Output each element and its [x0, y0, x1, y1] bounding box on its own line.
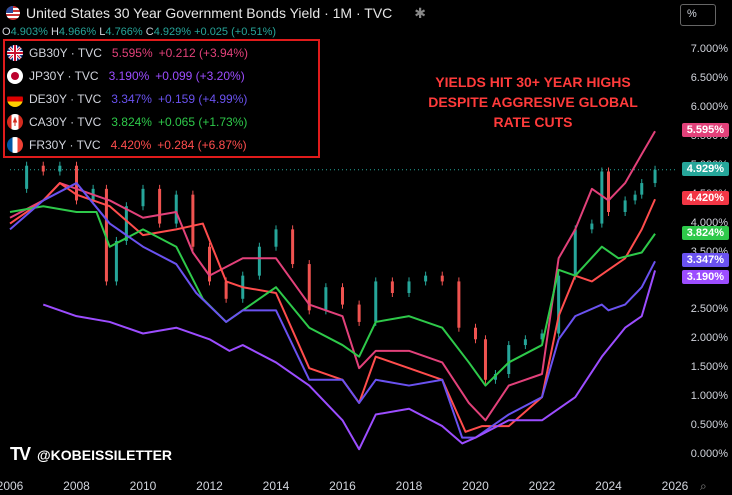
- y-tick-label: 2.000%: [690, 332, 728, 345]
- candle-body: [390, 281, 394, 293]
- legend-item-fr30y[interactable]: FR30Y · TVC 4.420% +0.284 (+6.87%): [7, 134, 247, 156]
- legend-item-gb30y[interactable]: GB30Y · TVC 5.595% +0.212 (+3.94%): [7, 42, 248, 64]
- series-line-de30y: [9, 182, 656, 439]
- x-tick-label: 2006: [0, 479, 24, 493]
- price-badge: 3.824%: [681, 225, 729, 240]
- candle-body: [158, 188, 162, 224]
- candle-body: [274, 229, 278, 247]
- candle-body: [124, 206, 128, 241]
- zoom-icon[interactable]: ⌕: [700, 479, 707, 493]
- x-tick-label: 2012: [196, 479, 223, 493]
- candle-body: [191, 194, 195, 247]
- chart-title: United States 30 Year Government Bonds Y…: [26, 5, 393, 21]
- candle-body: [114, 240, 118, 282]
- chart-header: United States 30 Year Government Bonds Y…: [6, 4, 426, 22]
- candle-body: [474, 327, 477, 340]
- candle-body: [141, 188, 145, 207]
- y-tick-label: 1.500%: [690, 361, 728, 374]
- germany-flag-icon: [7, 91, 23, 107]
- y-tick-label: 0.500%: [690, 419, 728, 432]
- candle-body: [633, 194, 637, 201]
- x-tick-label: 2018: [395, 479, 423, 493]
- candle-body: [307, 264, 311, 311]
- y-tick-label: 0.000%: [690, 448, 728, 460]
- candle-body: [291, 229, 295, 265]
- us30y-candles: [25, 161, 657, 384]
- candle-body: [457, 281, 461, 328]
- candle-body: [600, 171, 604, 224]
- y-tick-label: 6.500%: [690, 71, 728, 84]
- legend-item-ca30y[interactable]: CA30Y · TVC 3.824% +0.065 (+1.73%): [7, 111, 247, 133]
- legend-item-de30y[interactable]: DE30Y · TVC 3.347% +0.159 (+4.99%): [7, 88, 247, 110]
- y-tick-label: 2.500%: [690, 303, 728, 316]
- candle-body: [174, 194, 178, 224]
- candle-body: [483, 339, 487, 380]
- y-tick-label: 7.000%: [690, 43, 728, 55]
- legend-item-jp30y[interactable]: JP30Y · TVC 3.190% +0.099 (+3.20%): [7, 65, 245, 87]
- candle-body: [25, 165, 29, 189]
- uk-flag-icon: [7, 45, 23, 61]
- candle-body: [440, 275, 444, 282]
- ohlc-readout: O4.903% H4.966% L4.766% C4.929% +0.025 (…: [2, 26, 277, 38]
- candle-body: [374, 281, 378, 322]
- plot-area: [9, 130, 657, 451]
- candle-body: [41, 165, 45, 172]
- canada-flag-icon: [7, 114, 23, 130]
- x-tick-label: 2020: [462, 479, 489, 493]
- y-tick-label: 6.000%: [690, 100, 728, 113]
- y-tick-label: 4.000%: [690, 216, 728, 229]
- watermark-handle: @KOBEISSILETTER: [37, 446, 173, 463]
- candle-body: [557, 275, 561, 334]
- price-badge: 3.190%: [681, 270, 729, 285]
- candle-body: [523, 339, 527, 346]
- candle-body: [640, 183, 644, 195]
- legend-box: GB30Y · TVC 5.595% +0.212 (+3.94%) JP30Y…: [3, 39, 320, 158]
- candle-body: [407, 281, 411, 293]
- x-tick-label: 2010: [129, 479, 157, 493]
- x-tick-label: 2008: [63, 479, 90, 493]
- series-line-gb30y: [9, 130, 656, 422]
- price-badge: 3.347%: [681, 253, 729, 268]
- x-tick-label: 2016: [329, 479, 356, 493]
- candle-body: [623, 200, 627, 212]
- y-tick-label: 1.000%: [690, 390, 728, 403]
- candle-body: [590, 223, 594, 230]
- price-badge: 5.595%: [681, 123, 729, 138]
- x-tick-label: 2026: [661, 479, 689, 493]
- candle-body: [357, 304, 361, 322]
- price-badge: 4.929%: [681, 161, 729, 176]
- candle-body: [607, 171, 610, 212]
- series-line-jp30y: [42, 270, 657, 451]
- tradingview-logo: TV: [10, 444, 31, 464]
- candle-body: [208, 246, 211, 282]
- candle-body: [573, 229, 577, 276]
- candle-body: [424, 275, 428, 282]
- us-flag-icon: [6, 6, 20, 20]
- series-line-ca30y: [9, 205, 656, 387]
- gear-icon[interactable]: ✱: [414, 4, 427, 21]
- x-tick-label: 2022: [528, 479, 556, 493]
- x-tick-label: 2024: [595, 479, 622, 493]
- candle-body: [58, 165, 62, 172]
- candle-body: [653, 169, 657, 184]
- candle-body: [324, 287, 328, 311]
- candle-body: [540, 333, 544, 340]
- price-badge: 4.420%: [681, 191, 729, 206]
- candle-body: [341, 287, 344, 305]
- candle-body: [104, 188, 108, 282]
- x-tick-label: 2014: [262, 479, 290, 493]
- japan-flag-icon: [7, 68, 23, 84]
- series-line-fr30y: [9, 182, 656, 433]
- candle-body: [257, 246, 261, 276]
- france-flag-icon: [7, 137, 23, 153]
- watermark: TV @KOBEISSILETTER: [10, 444, 172, 465]
- candle-body: [507, 345, 511, 374]
- candle-body: [224, 281, 228, 299]
- headline-annotation: YIELDS HIT 30+ YEAR HIGHS DESPITE AGGRES…: [428, 74, 638, 130]
- unit-selector[interactable]: %: [680, 4, 716, 26]
